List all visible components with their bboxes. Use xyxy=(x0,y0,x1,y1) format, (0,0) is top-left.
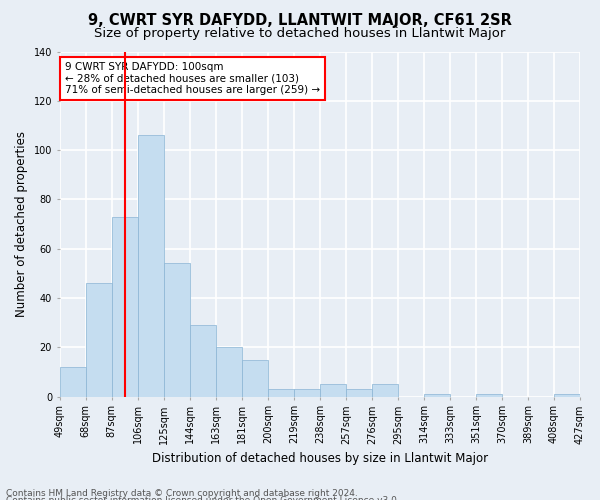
Text: Contains HM Land Registry data © Crown copyright and database right 2024.: Contains HM Land Registry data © Crown c… xyxy=(6,488,358,498)
Bar xyxy=(164,264,190,396)
Bar xyxy=(268,389,294,396)
Text: 9 CWRT SYR DAFYDD: 100sqm
← 28% of detached houses are smaller (103)
71% of semi: 9 CWRT SYR DAFYDD: 100sqm ← 28% of detac… xyxy=(65,62,320,95)
Bar xyxy=(86,283,112,397)
Y-axis label: Number of detached properties: Number of detached properties xyxy=(15,131,28,317)
Text: 9, CWRT SYR DAFYDD, LLANTWIT MAJOR, CF61 2SR: 9, CWRT SYR DAFYDD, LLANTWIT MAJOR, CF61… xyxy=(88,12,512,28)
Text: Size of property relative to detached houses in Llantwit Major: Size of property relative to detached ho… xyxy=(94,28,506,40)
Bar xyxy=(424,394,450,396)
Bar xyxy=(242,360,268,397)
Bar xyxy=(216,347,242,397)
Text: Contains public sector information licensed under the Open Government Licence v3: Contains public sector information licen… xyxy=(6,496,400,500)
Bar xyxy=(138,136,164,396)
Bar xyxy=(476,394,502,396)
X-axis label: Distribution of detached houses by size in Llantwit Major: Distribution of detached houses by size … xyxy=(152,452,488,465)
Bar xyxy=(59,367,86,396)
Bar xyxy=(294,389,320,396)
Bar xyxy=(190,325,216,396)
Bar xyxy=(346,389,372,396)
Bar xyxy=(372,384,398,396)
Bar xyxy=(320,384,346,396)
Bar xyxy=(554,394,580,396)
Bar xyxy=(112,216,138,396)
